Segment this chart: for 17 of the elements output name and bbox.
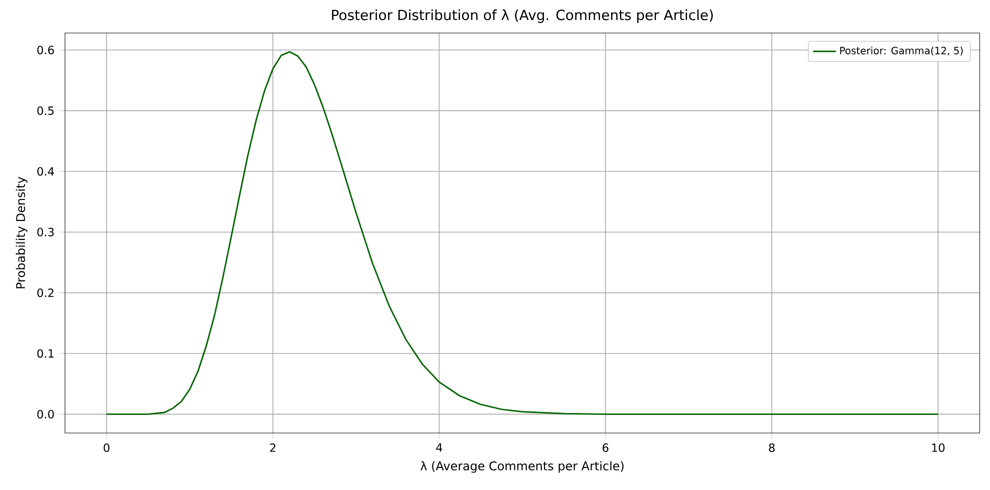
y-tick-label: 0.1 [37,349,54,358]
chart-title: Posterior Distribution of λ (Avg. Comments per Article) [332,9,713,23]
x-tick-label: 2 [270,443,276,452]
x-tick-label: 4 [436,443,442,452]
y-tick-label: 0.0 [37,410,54,418]
legend-label: Posterior: Gamma(12, 5) [840,46,963,56]
y-tick-label: 0.2 [37,288,54,298]
x-tick-label: 8 [768,443,775,452]
x-tick-label: 0 [104,443,110,452]
x-tick-label: 6 [602,443,608,452]
y-tick-label: 0.4 [37,167,54,176]
x-tick-label: 10 [932,443,945,452]
y-tick-label: 0.6 [37,46,54,54]
y-tick-label: 0.3 [37,228,54,236]
y-tick-label: 0.5 [37,106,54,115]
y-axis-title: Probability Density [16,176,28,288]
x-axis-title: λ (Average Comments per Article) [420,461,624,473]
